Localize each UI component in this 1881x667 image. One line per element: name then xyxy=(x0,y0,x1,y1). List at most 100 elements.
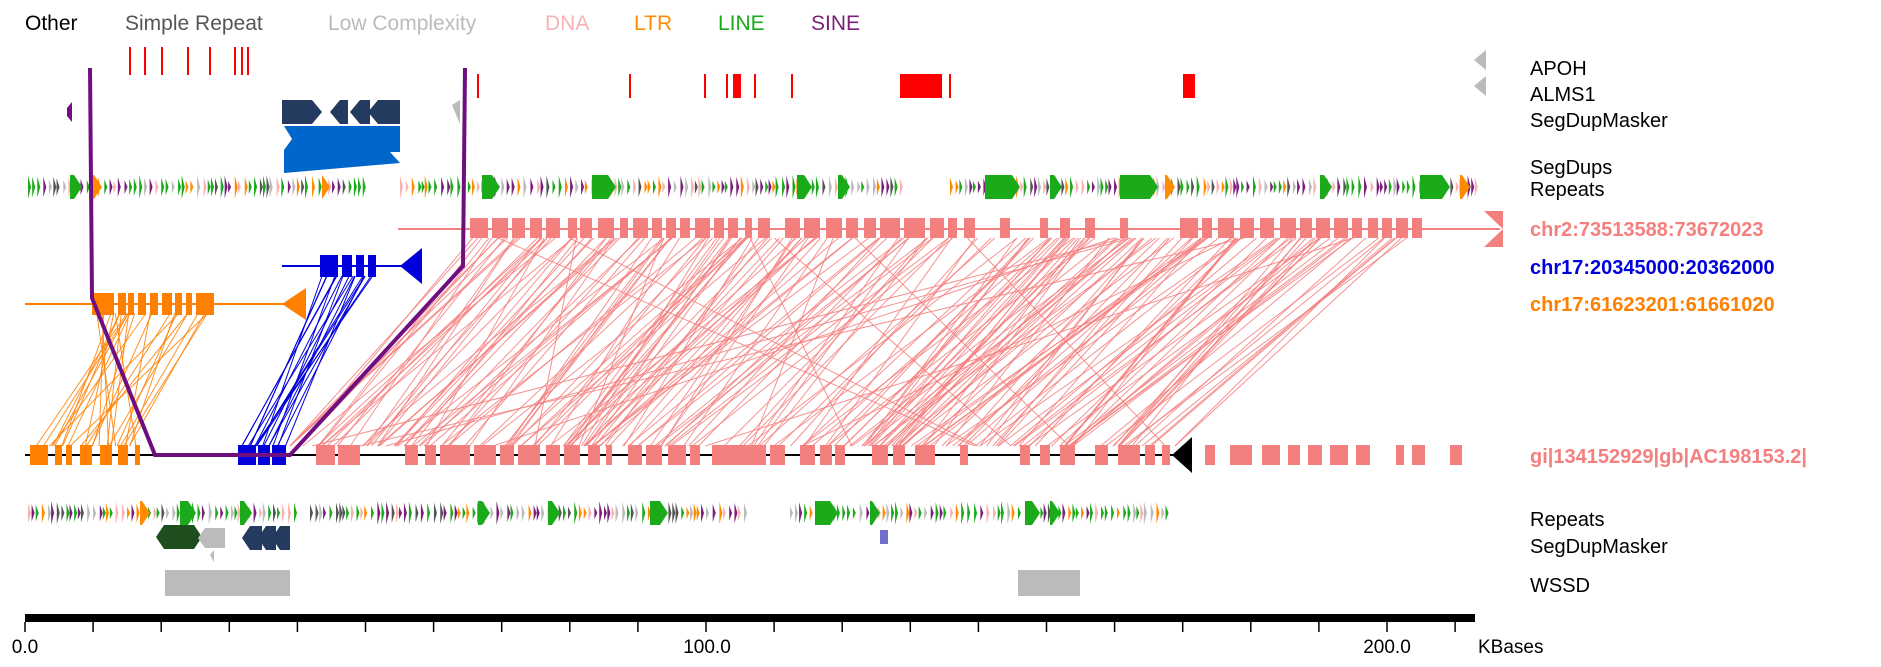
repeat-element xyxy=(165,178,169,196)
alignment-link xyxy=(520,237,748,447)
repeat-element xyxy=(43,176,47,198)
repeat-element xyxy=(237,179,241,195)
alignment-link xyxy=(660,237,809,447)
repeat-element xyxy=(450,502,454,524)
repeat-element xyxy=(752,179,756,195)
gi-block xyxy=(440,445,470,465)
repeat-element xyxy=(471,177,475,197)
alignment-link xyxy=(254,275,343,447)
gi-block xyxy=(100,445,112,465)
repeat-element xyxy=(482,175,500,199)
alignment-link xyxy=(747,237,1018,447)
repeat-element xyxy=(144,177,148,197)
alignment-link xyxy=(532,237,742,447)
gi-block xyxy=(1396,445,1404,465)
segdupmasker-block xyxy=(330,100,348,124)
repeat-element xyxy=(615,503,619,523)
gi-block xyxy=(628,445,642,465)
gi-block xyxy=(55,445,62,465)
repeat-element xyxy=(457,175,461,199)
alignment-link xyxy=(1010,237,1257,447)
alignment-link xyxy=(289,237,479,447)
repeat-element xyxy=(760,178,764,196)
repeat-element xyxy=(41,502,45,524)
repeat-element xyxy=(974,502,978,524)
repeat-element xyxy=(1358,175,1362,199)
chr17b-block xyxy=(118,293,126,315)
alignment-link xyxy=(336,237,505,447)
label-segdupmasker-bottom: SegDupMasker xyxy=(1530,536,1668,558)
repeat-element xyxy=(507,504,511,522)
repeat-element xyxy=(638,176,642,198)
alignment-link xyxy=(441,237,612,447)
chr17a-block xyxy=(320,255,338,277)
alignment-link xyxy=(569,237,979,447)
alignment-link xyxy=(1029,237,1242,447)
repeat-element xyxy=(405,180,409,194)
repeat-element xyxy=(462,506,466,520)
repeat-element xyxy=(156,506,160,520)
repeat-element xyxy=(895,501,899,525)
repeat-element xyxy=(719,501,723,525)
repeat-element xyxy=(983,178,987,196)
repeat-element xyxy=(583,506,587,520)
repeat-element xyxy=(288,501,292,525)
repeat-element xyxy=(1011,503,1015,523)
repeat-element xyxy=(1388,178,1392,196)
gi-block xyxy=(1060,445,1075,465)
chr2-block xyxy=(1060,218,1070,238)
repeat-element xyxy=(574,501,578,525)
repeat-element xyxy=(740,175,744,199)
repeat-element xyxy=(358,177,362,197)
gene-exon xyxy=(900,74,942,98)
repeat-element xyxy=(1297,178,1301,196)
repeat-element xyxy=(178,178,182,196)
repeat-element xyxy=(541,503,545,523)
legend-dna: DNA xyxy=(545,12,589,35)
alignment-link xyxy=(920,237,1143,447)
repeat-element xyxy=(153,505,157,521)
repeat-element xyxy=(635,503,639,523)
repeat-element xyxy=(1097,175,1101,199)
repeat-element xyxy=(1320,175,1332,199)
repeat-element xyxy=(647,505,651,521)
repeat-element xyxy=(924,506,928,520)
repeat-element xyxy=(292,177,296,197)
repeat-element xyxy=(353,176,357,198)
gi-block xyxy=(1288,445,1300,465)
repeat-element xyxy=(909,502,913,524)
segdupmasker-block xyxy=(67,102,72,122)
repeat-element xyxy=(315,503,319,523)
alignment-link xyxy=(509,237,746,447)
label-segdupmasker-top: SegDupMasker xyxy=(1530,110,1668,132)
repeat-element xyxy=(737,504,741,522)
repeat-element xyxy=(172,504,176,522)
repeat-element xyxy=(457,506,461,520)
repeat-element xyxy=(362,176,366,198)
gi-block xyxy=(500,445,514,465)
repeat-element xyxy=(224,175,228,199)
repeat-element xyxy=(1474,176,1478,198)
repeat-element xyxy=(161,503,165,523)
chr2-block xyxy=(680,218,690,238)
repeat-element xyxy=(56,502,60,524)
alignment-link xyxy=(371,237,541,447)
alignment-link xyxy=(1150,237,1396,447)
repeat-element xyxy=(627,179,631,195)
alignment-link xyxy=(849,237,1111,447)
repeat-element xyxy=(1023,175,1027,199)
repeat-element xyxy=(772,180,776,194)
repeat-element xyxy=(1221,180,1225,194)
gi-block xyxy=(474,445,496,465)
repeat-element xyxy=(124,180,128,194)
repeat-element xyxy=(647,179,651,195)
repeat-element xyxy=(642,501,646,525)
repeat-element xyxy=(102,506,106,520)
repeats-top-right xyxy=(950,175,1478,199)
purple-path-layer xyxy=(88,67,467,457)
alignment-link xyxy=(1105,237,1380,447)
repeat-element xyxy=(339,502,343,524)
legend-simple-repeat: Simple Repeat xyxy=(125,12,263,35)
repeat-element xyxy=(1455,180,1459,194)
alignment-link xyxy=(891,237,1079,447)
